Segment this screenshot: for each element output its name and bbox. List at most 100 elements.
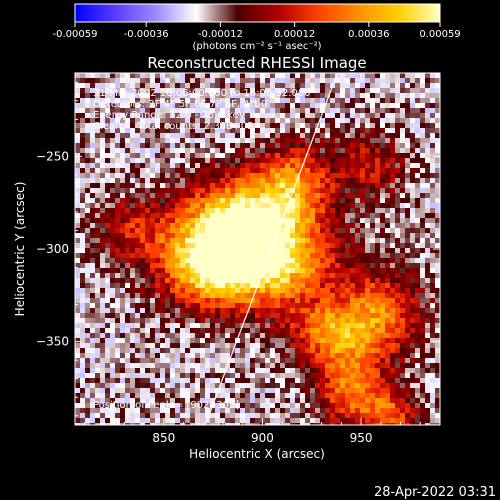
heatmap-cell <box>265 143 271 149</box>
heatmap-cell <box>95 208 101 214</box>
heatmap-cell <box>260 248 266 254</box>
heatmap-cell <box>100 278 106 284</box>
heatmap-cell <box>310 73 316 79</box>
heatmap-cell <box>270 378 276 384</box>
heatmap-cell <box>325 173 331 179</box>
heatmap-cell <box>150 378 156 384</box>
heatmap-cell <box>390 318 396 324</box>
heatmap-cell <box>300 193 306 199</box>
heatmap-cell <box>305 378 311 384</box>
heatmap-cell <box>140 393 146 399</box>
heatmap-cell <box>130 348 136 354</box>
heatmap-cell <box>370 138 376 144</box>
heatmap-cell <box>390 408 396 414</box>
heatmap-cell <box>85 308 91 314</box>
heatmap-cell <box>260 168 266 174</box>
heatmap-cell <box>405 158 411 164</box>
heatmap-cell <box>430 118 436 124</box>
heatmap-cell <box>225 378 231 384</box>
heatmap-cell <box>250 278 256 284</box>
heatmap-cell <box>210 288 216 294</box>
heatmap-cell <box>215 403 221 409</box>
heatmap-cell <box>315 358 321 364</box>
heatmap-cell <box>155 343 161 349</box>
heatmap-cell <box>110 288 116 294</box>
heatmap-cell <box>430 113 436 119</box>
heatmap-cell <box>335 203 341 209</box>
heatmap-cell <box>85 213 91 219</box>
heatmap-cell <box>130 183 136 189</box>
heatmap-cell <box>395 393 401 399</box>
heatmap-cell <box>230 263 236 269</box>
heatmap-cell <box>360 218 366 224</box>
heatmap-cell <box>325 198 331 204</box>
heatmap-cell <box>155 238 161 244</box>
heatmap-cell <box>395 218 401 224</box>
heatmap-cell <box>210 73 216 79</box>
heatmap-cell <box>310 353 316 359</box>
heatmap-cell <box>245 273 251 279</box>
heatmap-cell <box>295 258 301 264</box>
heatmap-cell <box>80 203 86 209</box>
heatmap-cell <box>150 133 156 139</box>
heatmap-cell <box>360 318 366 324</box>
heatmap-cell <box>85 153 91 159</box>
heatmap-cell <box>265 103 271 109</box>
heatmap-cell <box>120 258 126 264</box>
heatmap-cell <box>115 343 121 349</box>
heatmap-cell <box>280 133 286 139</box>
heatmap-cell <box>335 103 341 109</box>
heatmap-cell <box>365 323 371 329</box>
heatmap-cell <box>125 283 131 289</box>
heatmap-cell <box>240 178 246 184</box>
heatmap-cell <box>420 228 426 234</box>
heatmap-cell <box>75 83 81 89</box>
heatmap-cell <box>340 178 346 184</box>
heatmap-cell <box>390 138 396 144</box>
heatmap-cell <box>230 198 236 204</box>
heatmap-cell <box>235 223 241 229</box>
heatmap-cell <box>105 398 111 404</box>
heatmap-cell <box>165 383 171 389</box>
heatmap-cell <box>130 233 136 239</box>
heatmap-cell <box>145 138 151 144</box>
heatmap-cell <box>295 338 301 344</box>
heatmap-cell <box>420 253 426 259</box>
heatmap-cell <box>275 213 281 219</box>
heatmap-cell <box>245 143 251 149</box>
heatmap-cell <box>95 253 101 259</box>
heatmap-cell <box>160 243 166 249</box>
heatmap-cell <box>220 208 226 214</box>
heatmap-cell <box>145 198 151 204</box>
heatmap-cell <box>240 283 246 289</box>
heatmap-cell <box>115 193 121 199</box>
heatmap-cell <box>100 333 106 339</box>
heatmap-cell <box>425 408 431 414</box>
heatmap-cell <box>75 288 81 294</box>
heatmap-cell <box>150 303 156 309</box>
heatmap-cell <box>265 348 271 354</box>
heatmap-cell <box>255 348 261 354</box>
heatmap-cell <box>345 303 351 309</box>
heatmap-cell <box>375 113 381 119</box>
heatmap-cell <box>300 128 306 134</box>
heatmap-cell <box>170 293 176 299</box>
heatmap-cell <box>205 118 211 124</box>
heatmap-cell <box>105 108 111 114</box>
heatmap-cell <box>405 233 411 239</box>
heatmap-cell <box>325 178 331 184</box>
heatmap-cell <box>325 98 331 104</box>
heatmap-cell <box>325 128 331 134</box>
heatmap-cell <box>220 153 226 159</box>
heatmap-cell <box>145 243 151 249</box>
heatmap-cell <box>85 288 91 294</box>
heatmap-cell <box>430 383 436 389</box>
heatmap-cell <box>220 113 226 119</box>
heatmap-cell <box>205 193 211 199</box>
heatmap-cell <box>300 338 306 344</box>
heatmap-cell <box>410 188 416 194</box>
heatmap-cell <box>155 358 161 364</box>
heatmap-cell <box>400 258 406 264</box>
heatmap-cell <box>335 398 341 404</box>
heatmap-cell <box>85 98 91 104</box>
